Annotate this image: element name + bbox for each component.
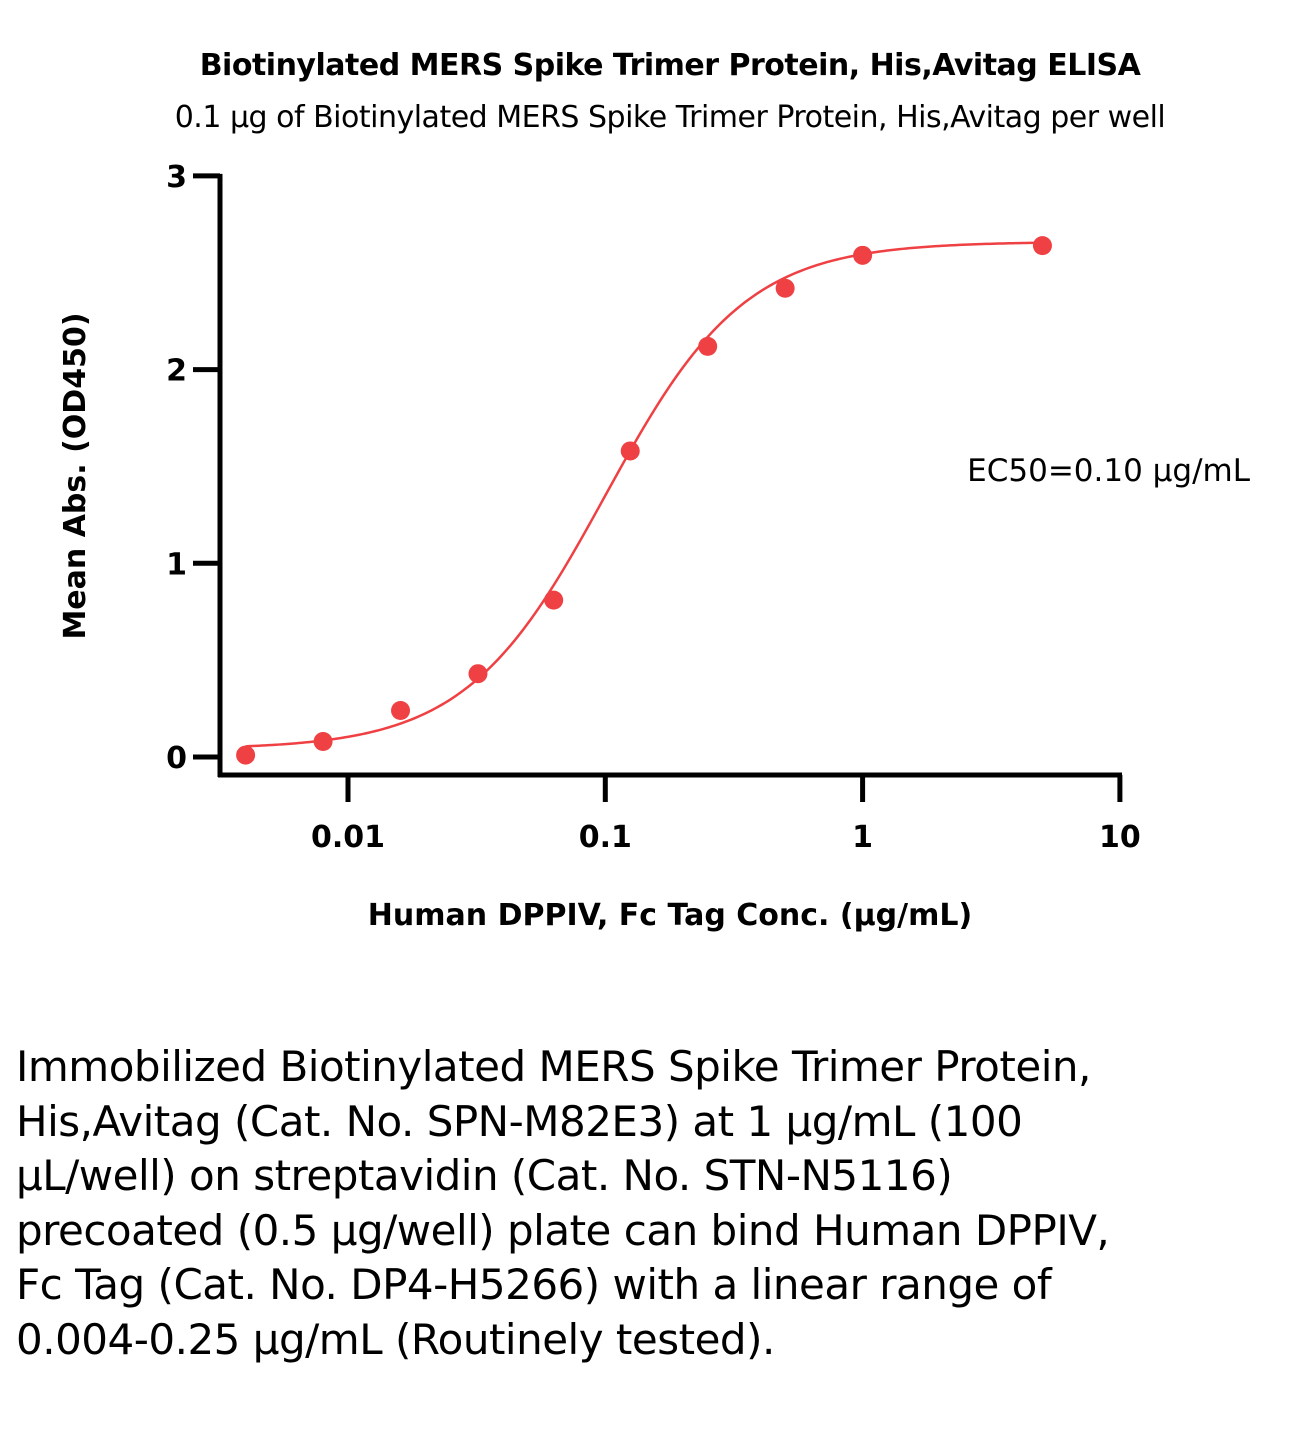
y-axis-title: Mean Abs. (OD450) [58, 312, 93, 639]
x-tick-label: 0.1 [579, 820, 632, 855]
axes [217, 173, 1122, 778]
ticks: 0 1 2 3 0.01 0.1 1 10 [166, 160, 1141, 855]
data-point [391, 701, 411, 721]
chart-title: Biotinylated MERS Spike Trimer Protein, … [199, 48, 1141, 83]
x-tick-label: 10 [1099, 820, 1141, 855]
data-point [698, 336, 718, 356]
data-point [853, 245, 873, 265]
fit-curve-group [245, 241, 1043, 748]
data-point [544, 590, 564, 610]
y-tick-label: 3 [166, 160, 187, 195]
data-point [313, 732, 333, 752]
data-point [468, 664, 488, 684]
chart-subtitle: 0.1 μg of Biotinylated MERS Spike Trimer… [174, 100, 1166, 135]
x-tick-label: 1 [852, 820, 873, 855]
elisa-chart: 0 1 2 3 0.01 0.1 1 10 Mean Abs. (OD450) Human D… [58, 160, 1251, 933]
data-point [775, 278, 795, 298]
x-tick-label: 0.01 [311, 820, 385, 855]
data-points [236, 236, 1052, 765]
ec50-annotation: EC50=0.10 μg/mL [967, 453, 1251, 489]
fit-curve [245, 241, 1043, 748]
data-point [620, 441, 640, 461]
y-tick-label: 0 [166, 741, 187, 776]
data-point [1032, 236, 1052, 256]
y-tick-label: 1 [166, 547, 187, 582]
x-axis-title: Human DPPIV, Fc Tag Conc. (μg/mL) [368, 898, 972, 933]
y-tick-label: 2 [166, 354, 187, 389]
caption: Immobilized Biotinylated MERS Spike Trim… [16, 1042, 1110, 1364]
data-point [236, 745, 256, 765]
